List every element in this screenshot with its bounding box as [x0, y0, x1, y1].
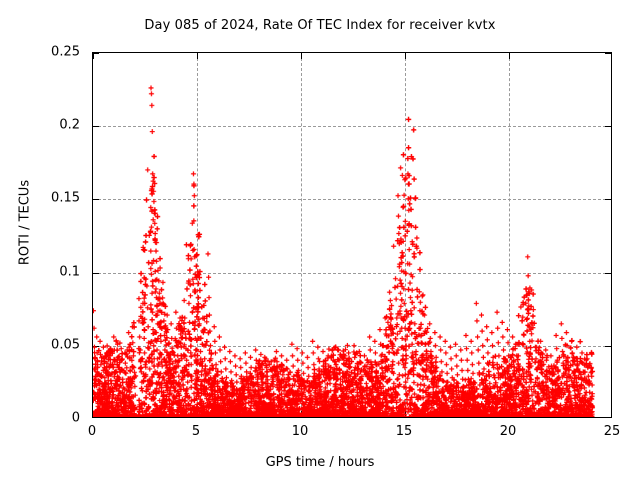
data-series-roti — [93, 53, 611, 417]
y-tick-label: 0.25 — [51, 44, 80, 60]
y-tick-label: 0.05 — [51, 337, 80, 353]
x-tick-label: 15 — [395, 424, 413, 439]
plot-area — [92, 52, 612, 418]
x-tick-label: 0 — [87, 424, 97, 439]
x-tick-label: 25 — [603, 424, 621, 439]
y-tick-label: 0.15 — [51, 190, 80, 206]
y-tick-label: 0 — [71, 410, 80, 426]
x-axis-label: GPS time / hours — [265, 455, 375, 470]
x-tick-label: 10 — [291, 424, 309, 439]
page-title: Day 085 of 2024, Rate Of TEC Index for r… — [144, 18, 496, 33]
y-tick-label: 0.2 — [59, 117, 80, 133]
y-axis-label: ROTI / TECUs — [17, 179, 33, 266]
y-tick-label: 0.1 — [59, 264, 80, 280]
x-tick-label: 20 — [499, 424, 517, 439]
x-tick-label: 5 — [191, 424, 201, 439]
